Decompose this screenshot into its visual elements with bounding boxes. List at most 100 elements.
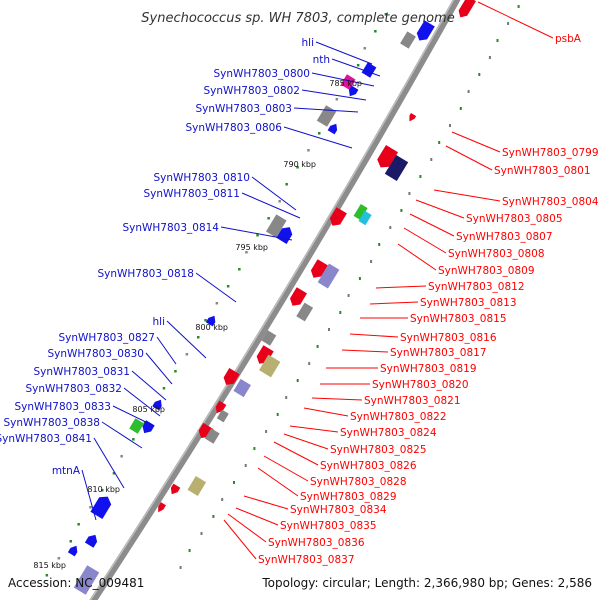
gene-0810-shape bbox=[265, 214, 287, 238]
gene-label-right: SynWH7803_0816 bbox=[400, 332, 497, 344]
gc-dot bbox=[328, 328, 330, 331]
gene-0827-shape bbox=[152, 399, 162, 411]
gene-0824 bbox=[216, 409, 229, 423]
gene-label-right: SynWH7803_0819 bbox=[380, 363, 477, 375]
gene-label-left: SynWH7803_0831 bbox=[33, 366, 130, 378]
gene-0820-shape bbox=[223, 368, 240, 385]
label-line-left bbox=[195, 272, 237, 303]
gene-0828 bbox=[187, 476, 207, 496]
gene-0832 bbox=[129, 418, 144, 434]
gene-0821 bbox=[233, 378, 251, 398]
gene-mtnA bbox=[67, 545, 78, 557]
gene-0834-shape bbox=[158, 502, 166, 513]
label-line-right bbox=[349, 333, 399, 338]
summary-text: Topology: circular; Length: 2,366,980 bp… bbox=[261, 576, 592, 590]
label-line-right bbox=[375, 285, 427, 289]
label-line-left bbox=[112, 405, 155, 427]
gene-0841 bbox=[84, 534, 98, 548]
label-line-right bbox=[303, 407, 349, 417]
gene-0829 bbox=[170, 483, 181, 495]
backbone-layer bbox=[89, 0, 461, 600]
gc-dot bbox=[507, 22, 510, 25]
gene-0806 bbox=[327, 123, 338, 135]
label-line-right bbox=[415, 199, 465, 219]
gc-dot bbox=[89, 506, 92, 509]
label-line-right bbox=[289, 425, 339, 433]
gene-label-left: SynWH7803_0841 bbox=[0, 433, 92, 445]
label-line-right bbox=[445, 145, 493, 171]
gene-label-right: SynWH7803_0826 bbox=[320, 460, 417, 472]
gc-dot bbox=[179, 566, 182, 569]
gc-dot bbox=[374, 30, 377, 33]
label-line-left bbox=[331, 58, 381, 77]
label-line-right bbox=[409, 213, 455, 237]
gene-label-right: SynWH7803_0834 bbox=[290, 504, 387, 516]
gene-0817 bbox=[256, 345, 274, 364]
gene-label-right: SynWH7803_0815 bbox=[410, 313, 507, 325]
gc-dot bbox=[438, 141, 441, 144]
gene-0822-shape bbox=[215, 400, 227, 414]
gene-0805-shape bbox=[353, 203, 368, 221]
gene-0808 bbox=[329, 207, 347, 226]
map-title: Synechococcus sp. WH 7803, complete geno… bbox=[141, 11, 454, 26]
gc-dot bbox=[478, 73, 481, 76]
gc-dot bbox=[285, 396, 288, 399]
gene-label-right: SynWH7803_0829 bbox=[300, 491, 397, 503]
gene-label-left: SynWH7803_0803 bbox=[195, 103, 292, 115]
gene-0815 bbox=[296, 302, 314, 322]
gene-0799 bbox=[409, 113, 417, 122]
gc-dot bbox=[419, 175, 422, 178]
label-line-right bbox=[273, 441, 319, 466]
gene-0804 bbox=[384, 154, 409, 182]
label-line-right bbox=[397, 243, 437, 271]
gc-dot bbox=[318, 132, 321, 135]
gene-0802 bbox=[348, 85, 359, 97]
label-line-left bbox=[131, 370, 167, 401]
gene-label-right: SynWH7803_0820 bbox=[372, 379, 469, 391]
gene-label-right: SynWH7803_0824 bbox=[340, 427, 437, 439]
label-line-right bbox=[369, 301, 419, 305]
gc-dot bbox=[238, 268, 241, 271]
gene-0822 bbox=[215, 400, 227, 414]
gc-dot bbox=[389, 226, 392, 229]
kbp-tick-label: 805 kbp bbox=[132, 405, 165, 414]
gene-label-right: SynWH7803_0808 bbox=[448, 248, 545, 260]
gene-0810 bbox=[265, 214, 287, 238]
gc-dot bbox=[188, 549, 191, 552]
gene-label-left: SynWH7803_0832 bbox=[25, 383, 122, 395]
gene-0799-shape bbox=[409, 113, 417, 122]
gc-dot bbox=[335, 98, 339, 101]
label-line-left bbox=[166, 320, 207, 359]
gene-grey-block bbox=[400, 31, 416, 49]
label-line-right bbox=[311, 397, 363, 401]
gc-dot bbox=[226, 285, 230, 288]
gc-dot bbox=[267, 217, 270, 220]
kbp-tick-label: 810 kbp bbox=[87, 485, 120, 494]
kbp-tick-label: 785 kbp bbox=[329, 79, 362, 88]
gene-label-left: SynWH7803_0818 bbox=[97, 268, 194, 280]
gene-0812-shape bbox=[317, 263, 340, 289]
gene-0818 bbox=[205, 315, 216, 327]
label-line-left bbox=[315, 41, 373, 65]
kbp-tick-label: 800 kbp bbox=[195, 323, 228, 332]
gene-label-right: SynWH7803_0835 bbox=[280, 520, 377, 532]
label-line-right bbox=[235, 507, 279, 526]
gc-dot bbox=[296, 166, 299, 169]
gene-0807-shape bbox=[358, 210, 372, 226]
gc-dot bbox=[200, 532, 203, 535]
gene-label-right: SynWH7803_0812 bbox=[428, 281, 525, 293]
gene-0817-shape bbox=[256, 345, 274, 364]
label-line-right bbox=[433, 189, 501, 202]
gc-dot bbox=[378, 243, 381, 246]
gene-label-right: SynWH7803_0799 bbox=[502, 147, 599, 159]
gene-0806-shape bbox=[327, 123, 338, 135]
gene-0809-shape bbox=[310, 259, 328, 278]
gene-blue bbox=[416, 20, 435, 41]
gene-label-left: hli bbox=[153, 316, 166, 328]
gene-0801 bbox=[377, 144, 398, 168]
gc-dot bbox=[185, 353, 189, 356]
gene-label-right: SynWH7803_0836 bbox=[268, 537, 365, 549]
gc-dot bbox=[358, 277, 361, 280]
gc-dot bbox=[517, 5, 520, 8]
